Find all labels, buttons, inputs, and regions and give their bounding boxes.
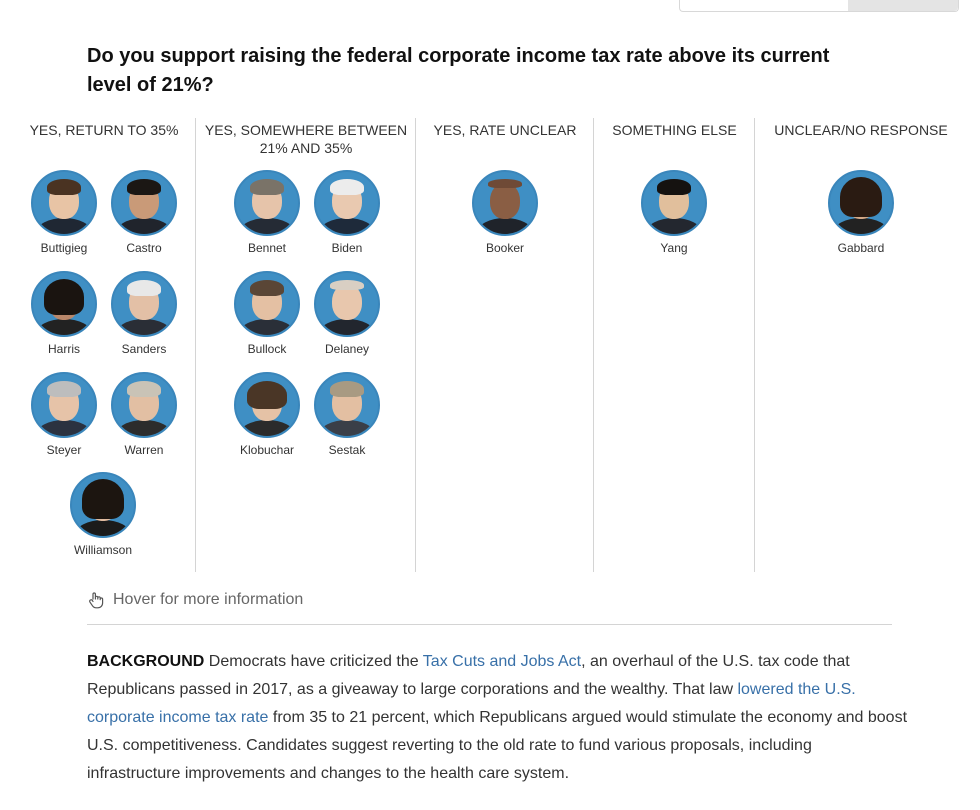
column-heading: SOMETHING ELSE [612, 122, 737, 138]
candidate-delaney[interactable]: Delaney [302, 271, 392, 356]
background-paragraph: BACKGROUND Democrats have criticized the… [87, 648, 907, 788]
candidate-photo [111, 170, 177, 236]
candidate-steyer[interactable]: Steyer [19, 372, 109, 457]
candidate-photo [314, 372, 380, 438]
candidate-castro[interactable]: Castro [99, 170, 189, 255]
candidate-gabbard[interactable]: Gabbard [816, 170, 906, 255]
candidate-name: Gabbard [837, 241, 885, 255]
candidate-name: Sanders [121, 342, 167, 356]
divider [87, 624, 892, 625]
column-heading: YES, RATE UNCLEAR [433, 122, 577, 138]
response-columns: YES, RETURN TO 35% Buttigieg Castro Harr… [0, 118, 980, 572]
candidate-name: Steyer [46, 443, 82, 457]
candidate-photo [111, 271, 177, 337]
candidate-name: Buttigieg [40, 241, 88, 255]
background-text: Democrats have criticized the [204, 653, 423, 670]
tax-cuts-jobs-act-link[interactable]: Tax Cuts and Jobs Act [422, 653, 582, 670]
background-label: BACKGROUND [87, 653, 205, 670]
candidate-photo [31, 271, 97, 337]
candidate-photo [641, 170, 707, 236]
candidate-sanders[interactable]: Sanders [99, 271, 189, 356]
candidate-photo [234, 170, 300, 236]
candidate-harris[interactable]: Harris [19, 271, 109, 356]
column-return-to-35: YES, RETURN TO 35% Buttigieg Castro Harr… [14, 118, 194, 572]
candidate-photo [472, 170, 538, 236]
top-toolbar-segment[interactable] [848, 0, 958, 11]
column-rate-unclear: YES, RATE UNCLEAR Booker [415, 118, 594, 572]
candidate-photo [234, 271, 300, 337]
candidate-photo [31, 170, 97, 236]
column-something-else: SOMETHING ELSE Yang [593, 118, 755, 572]
question-title: Do you support raising the federal corpo… [87, 45, 830, 96]
candidate-photo [31, 372, 97, 438]
column-no-response: UNCLEAR/NO RESPONSE Gabbard [754, 118, 967, 572]
candidate-name: Castro [126, 241, 162, 255]
candidate-bullock[interactable]: Bullock [222, 271, 312, 356]
candidate-yang[interactable]: Yang [629, 170, 719, 255]
candidate-name: Klobuchar [239, 443, 295, 457]
background-text: from 35 to 21 percent, which Republicans… [87, 709, 908, 782]
hover-hint: Hover for more information [87, 590, 303, 610]
candidate-bennet[interactable]: Bennet [222, 170, 312, 255]
column-between-21-and-35: YES, SOMEWHERE BETWEEN 21% AND 35% Benne… [195, 118, 416, 572]
column-heading: UNCLEAR/NO RESPONSE [774, 122, 948, 138]
candidate-name: Williamson [73, 543, 132, 557]
candidate-photo [314, 271, 380, 337]
candidate-name: Bullock [247, 342, 287, 356]
corporate-tax-rate-link[interactable]: lowered the U.S. corporate income tax ra… [87, 681, 856, 726]
pointing-hand-icon [89, 592, 104, 609]
hover-hint-text: Hover for more information [113, 591, 304, 608]
candidate-sestak[interactable]: Sestak [302, 372, 392, 457]
candidate-williamson[interactable]: Williamson [58, 472, 148, 557]
candidate-booker[interactable]: Booker [460, 170, 550, 255]
candidate-name: Yang [660, 241, 688, 255]
candidate-photo [111, 372, 177, 438]
candidate-buttigieg[interactable]: Buttigieg [19, 170, 109, 255]
candidate-warren[interactable]: Warren [99, 372, 189, 457]
candidate-name: Harris [48, 342, 80, 356]
candidate-name: Bennet [247, 241, 287, 255]
column-heading: YES, RETURN TO 35% [29, 122, 179, 138]
background-text: , an overhaul of the U.S. tax code that … [87, 653, 850, 698]
candidate-name: Sestak [328, 443, 366, 457]
candidate-photo [70, 472, 136, 538]
candidate-name: Delaney [324, 342, 370, 356]
candidate-name: Warren [124, 443, 164, 457]
candidate-biden[interactable]: Biden [302, 170, 392, 255]
candidate-name: Booker [485, 241, 525, 255]
candidate-name: Biden [331, 241, 363, 255]
candidate-klobuchar[interactable]: Klobuchar [222, 372, 312, 457]
column-heading: YES, SOMEWHERE BETWEEN 21% AND 35% [204, 122, 408, 156]
candidate-photo [234, 372, 300, 438]
candidate-photo [828, 170, 894, 236]
candidate-photo [314, 170, 380, 236]
top-toolbar-box[interactable] [679, 0, 959, 12]
